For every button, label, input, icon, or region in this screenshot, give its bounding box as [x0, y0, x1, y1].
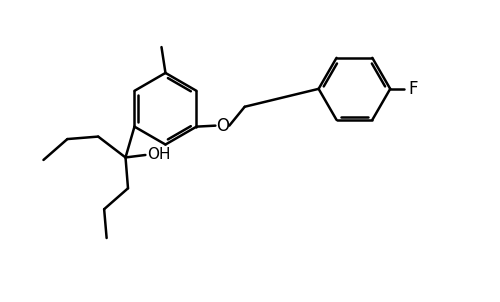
Text: F: F	[408, 80, 418, 98]
Text: OH: OH	[147, 147, 171, 162]
Text: O: O	[216, 117, 229, 135]
